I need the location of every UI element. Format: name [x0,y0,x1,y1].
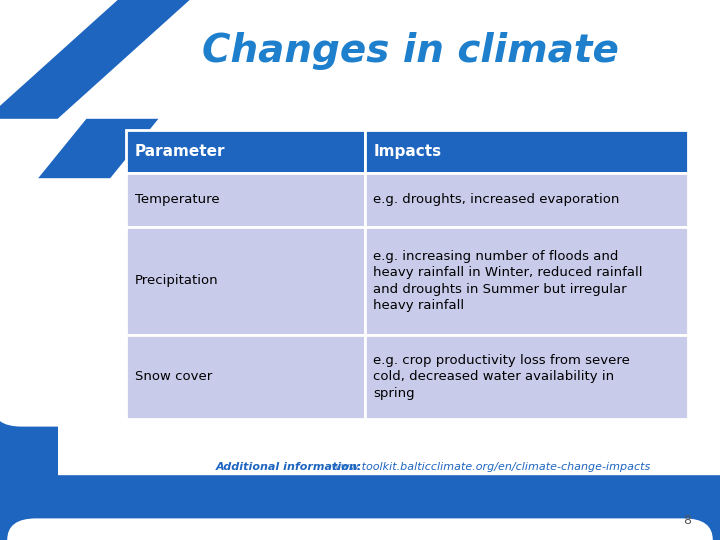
Text: Additional information:: Additional information: [216,462,362,472]
FancyBboxPatch shape [126,173,364,227]
FancyBboxPatch shape [0,475,720,540]
FancyBboxPatch shape [364,335,688,418]
FancyBboxPatch shape [126,227,364,335]
FancyBboxPatch shape [364,173,688,227]
Text: 8: 8 [683,514,691,526]
FancyBboxPatch shape [0,232,58,540]
Text: e.g. increasing number of floods and
heavy rainfall in Winter, reduced rainfall
: e.g. increasing number of floods and hea… [373,249,643,312]
Polygon shape [0,0,202,119]
Polygon shape [0,119,158,243]
Text: Precipitation: Precipitation [135,274,218,287]
FancyBboxPatch shape [0,178,137,427]
FancyBboxPatch shape [126,130,364,173]
Text: Snow cover: Snow cover [135,370,212,383]
FancyBboxPatch shape [364,227,688,335]
FancyBboxPatch shape [126,335,364,418]
Text: Parameter: Parameter [135,144,225,159]
Text: Impacts: Impacts [373,144,441,159]
FancyBboxPatch shape [7,518,713,540]
Text: e.g. droughts, increased evaporation: e.g. droughts, increased evaporation [373,193,620,206]
FancyBboxPatch shape [364,130,688,173]
Text: Changes in climate: Changes in climate [202,32,618,70]
Text: e.g. crop productivity loss from severe
cold, decreased water availability in
sp: e.g. crop productivity loss from severe … [373,354,630,400]
Text: Temperature: Temperature [135,193,220,206]
Text: www.toolkit.balticclimate.org/en/climate-change-impacts: www.toolkit.balticclimate.org/en/climate… [328,462,650,472]
